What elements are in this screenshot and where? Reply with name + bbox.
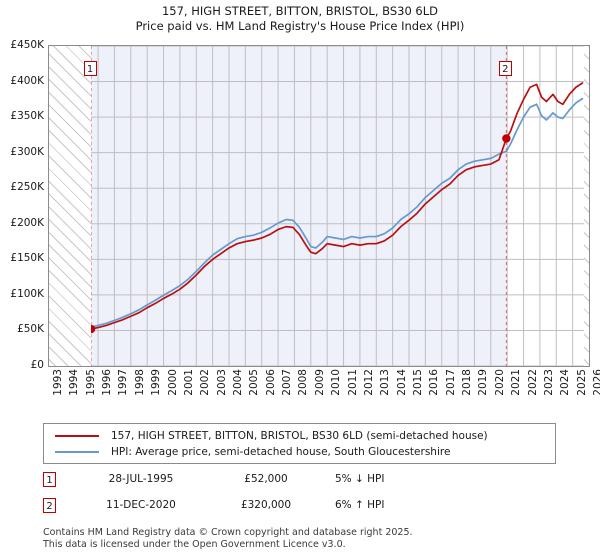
- transactions-table: 1 28-JUL-1995 £52,000 5% ↓ HPI 2 11-DEC-2020 £…: [43, 471, 556, 523]
- x-tick-label: 2007: [281, 369, 294, 396]
- chart-callout-1[interactable]: 1: [83, 61, 97, 76]
- x-tick-label: 2002: [199, 369, 212, 396]
- y-tick-label: £100K: [10, 287, 44, 300]
- y-tick-label: £150K: [10, 252, 44, 265]
- x-tick-label: 1994: [68, 369, 81, 396]
- footer-line-2: This data is licensed under the Open Gov…: [43, 538, 346, 550]
- x-tick-label: 2009: [313, 369, 326, 396]
- no-data-hatch-region: [584, 46, 589, 366]
- y-tick-label: £0: [30, 359, 44, 371]
- x-tick-label: 2024: [559, 369, 572, 396]
- x-tick-label: 2015: [412, 369, 424, 396]
- transaction-date: 28-JUL-1995: [108, 473, 174, 485]
- x-tick-label: 2000: [166, 369, 179, 396]
- x-tick-label: 2005: [248, 369, 261, 396]
- legend-color-swatch: [55, 451, 99, 453]
- x-tick-label: 1995: [84, 369, 97, 396]
- table-row[interactable]: 2 11-DEC-2020 £320,000 6% ↑ HPI: [43, 497, 556, 523]
- x-tick-label: 2008: [297, 369, 310, 396]
- y-tick-label: £400K: [10, 74, 44, 87]
- transaction-point-marker[interactable]: [502, 134, 511, 143]
- series-line: [90, 97, 584, 328]
- series-line: [90, 82, 584, 330]
- y-axis: £0 £50K £100K £150K £200K £250K £300K £350K £400…: [0, 39, 46, 371]
- transaction-price: £320,000: [240, 499, 292, 511]
- transaction-hpi-delta: 5% ↓ HPI: [335, 473, 385, 485]
- x-tick-label: 2026: [592, 369, 600, 396]
- chart-callout-2[interactable]: 2: [498, 61, 512, 76]
- x-tick-label: 2016: [428, 369, 441, 396]
- x-tick-label: 1999: [150, 369, 163, 396]
- legend-label: HPI: Average price, semi-detached house,…: [111, 446, 451, 458]
- transaction-markers: [86, 46, 511, 366]
- x-tick-label: 2018: [461, 369, 474, 396]
- legend-label: 157, HIGH STREET, BITTON, BRISTOL, BS30 …: [111, 430, 488, 442]
- footer-line-1: Contains HM Land Registry data © Crown c…: [43, 527, 413, 538]
- series-lines: [90, 82, 584, 330]
- page-title: 157, HIGH STREET, BITTON, BRISTOL, BS30 …: [0, 4, 600, 34]
- title-line-1: 157, HIGH STREET, BITTON, BRISTOL, BS30 …: [161, 4, 438, 18]
- x-tick-label: 2013: [379, 369, 392, 396]
- x-tick-label: 2020: [493, 369, 506, 396]
- y-tick-label: £200K: [10, 216, 44, 229]
- x-tick-label: 2012: [362, 369, 375, 396]
- x-tick-label: 2010: [330, 369, 343, 396]
- x-tick-label: 1996: [101, 369, 114, 396]
- y-tick-label: £250K: [10, 181, 44, 194]
- x-tick-label: 2017: [444, 369, 457, 396]
- x-tick-label: 2014: [395, 369, 408, 396]
- legend-item: HPI: Average price, semi-detached house,…: [44, 444, 555, 460]
- legend-item: 157, HIGH STREET, BITTON, BRISTOL, BS30 …: [44, 428, 555, 444]
- chart-plot-area: [48, 45, 590, 367]
- x-tick-label: 2004: [232, 369, 244, 396]
- x-tick-label: 2025: [575, 369, 588, 396]
- legend-color-swatch: [55, 435, 99, 437]
- x-tick-label: 2022: [526, 369, 539, 396]
- chart-legend: 157, HIGH STREET, BITTON, BRISTOL, BS30 …: [43, 423, 556, 464]
- x-tick-label: 2019: [477, 369, 490, 396]
- no-data-hatch-region: [49, 46, 92, 366]
- x-tick-label: 1998: [133, 369, 146, 396]
- footer-attribution: Contains HM Land Registry data © Crown c…: [43, 527, 583, 550]
- transaction-index-badge[interactable]: 2: [43, 498, 56, 513]
- y-tick-label: £350K: [10, 110, 44, 123]
- x-axis: 1993 1994 1995 1996 1997 1998 1999 2000 2001 2002…: [48, 369, 600, 409]
- transaction-index-badge[interactable]: 1: [43, 472, 56, 487]
- x-tick-label: 1997: [117, 369, 130, 396]
- x-tick-label: 2021: [510, 369, 523, 396]
- x-tick-label: 2003: [215, 369, 228, 396]
- x-tick-label: 2011: [346, 369, 359, 396]
- title-line-2: Price paid vs. HM Land Registry's House …: [135, 19, 465, 33]
- x-tick-label: 2023: [542, 369, 555, 396]
- x-tick-label: 1993: [52, 369, 64, 396]
- table-row[interactable]: 1 28-JUL-1995 £52,000 5% ↓ HPI: [43, 471, 556, 497]
- y-tick-label: £300K: [10, 145, 44, 158]
- transaction-price: £52,000: [244, 473, 288, 485]
- x-tick-label: 2001: [182, 369, 195, 396]
- transaction-hpi-delta: 6% ↑ HPI: [335, 499, 385, 511]
- x-tick-label: 2006: [264, 369, 277, 396]
- transaction-date: 11-DEC-2020: [106, 499, 176, 511]
- y-tick-label: £50K: [17, 323, 44, 336]
- y-tick-label: £450K: [10, 39, 44, 51]
